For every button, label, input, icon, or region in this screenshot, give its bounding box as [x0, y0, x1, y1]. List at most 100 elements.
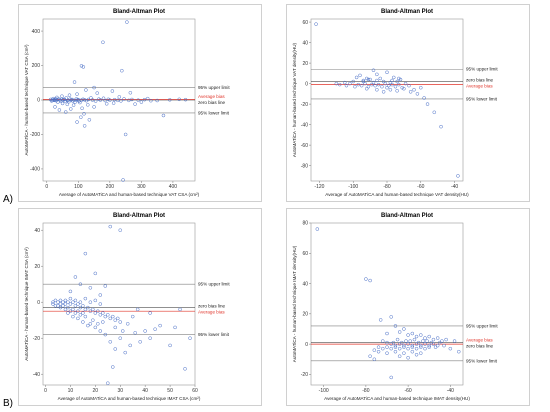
zero-line-label: zero bias line	[466, 77, 494, 82]
data-point	[373, 83, 377, 88]
data-point	[397, 82, 401, 87]
data-point	[419, 85, 423, 90]
data-point	[390, 78, 394, 83]
data-point	[375, 87, 379, 92]
y-tick-label: 0	[305, 342, 308, 348]
data-point	[88, 322, 93, 326]
data-point	[58, 98, 62, 102]
data-point	[456, 174, 460, 178]
data-point	[371, 68, 376, 73]
data-point	[378, 76, 382, 81]
data-point	[104, 102, 109, 106]
data-point	[63, 302, 68, 306]
data-point	[57, 108, 62, 112]
data-point	[385, 331, 389, 336]
x-tick-label: -60	[404, 388, 411, 394]
data-point	[66, 311, 70, 315]
data-point	[423, 336, 427, 340]
data-point	[136, 98, 140, 102]
data-point	[98, 329, 103, 333]
data-point	[423, 346, 427, 351]
data-point	[75, 98, 80, 102]
lower-line-label: 95% lower limit	[198, 110, 230, 115]
data-point	[392, 75, 396, 80]
data-point	[425, 339, 429, 343]
data-point	[406, 342, 410, 346]
data-point	[381, 90, 386, 94]
chart-panel-b-right: Bland-Altman Plot -100 -80 -60 -40 -20 0 20 40 60…	[286, 208, 530, 406]
data-point	[98, 302, 103, 306]
data-point	[130, 97, 134, 102]
data-point	[63, 110, 68, 114]
data-point	[431, 337, 436, 342]
data-point	[375, 72, 379, 77]
x-tick-label: 50	[167, 388, 173, 394]
data-point	[78, 282, 83, 286]
data-point	[78, 313, 83, 317]
data-point	[395, 79, 399, 84]
data-point	[123, 350, 127, 355]
data-point	[73, 275, 78, 279]
chart-panel-b-left: Bland-Altman Plot 0 10 20 30 40 50 60 -40 -20 0 20 4…	[18, 208, 262, 406]
data-point	[364, 277, 368, 281]
data-point	[385, 351, 389, 355]
x-tick-label: 40	[142, 388, 148, 394]
data-point	[381, 339, 385, 343]
data-point	[73, 311, 78, 315]
data-point	[125, 322, 130, 326]
data-point	[372, 357, 377, 362]
chart-title: Bland-Altman Plot	[381, 213, 433, 219]
data-point	[448, 346, 453, 351]
data-point	[404, 339, 408, 343]
data-point	[366, 84, 371, 89]
data-point	[73, 298, 78, 303]
data-point	[402, 351, 406, 355]
data-point	[79, 64, 84, 68]
data-point	[69, 107, 73, 111]
chart-title: Bland-Altman Plot	[113, 9, 165, 15]
data-point	[173, 325, 177, 330]
x-tick-label: -80	[383, 184, 390, 190]
data-point	[410, 331, 415, 336]
data-point	[92, 85, 96, 90]
data-point	[376, 82, 381, 87]
y-tick-label: -20	[301, 102, 308, 108]
upper-line-label: 95% upper limit	[198, 282, 230, 287]
data-point	[120, 329, 125, 333]
y-tick-label: 20	[302, 312, 308, 318]
data-point	[389, 375, 393, 380]
data-point	[53, 304, 58, 308]
y-tick-label: 20	[34, 264, 40, 270]
data-point	[101, 40, 105, 45]
data-point	[406, 355, 410, 360]
data-point	[133, 331, 137, 335]
data-point	[402, 343, 406, 348]
data-point	[410, 345, 415, 349]
data-point	[98, 313, 103, 317]
data-point	[71, 314, 75, 319]
x-tick-label: -120	[314, 184, 324, 190]
y-tick-label: 0	[37, 300, 40, 306]
data-point	[423, 342, 427, 346]
data-point	[128, 343, 132, 348]
x-tick-label: -100	[319, 388, 329, 394]
data-point	[376, 349, 381, 354]
data-point	[361, 79, 366, 84]
bias-line-label: Average bias	[466, 338, 493, 343]
data-point	[188, 336, 192, 340]
data-point	[419, 345, 423, 349]
data-point	[139, 100, 144, 104]
data-point	[111, 101, 116, 105]
data-point	[66, 305, 70, 310]
data-point	[81, 65, 86, 69]
data-point	[96, 309, 100, 313]
data-point	[106, 313, 110, 317]
data-point	[98, 293, 103, 297]
data-point	[408, 339, 412, 343]
data-point	[363, 81, 367, 86]
data-point	[406, 346, 410, 351]
data-point	[393, 343, 398, 348]
data-point	[83, 251, 88, 256]
data-point	[78, 300, 83, 304]
data-point	[65, 102, 70, 107]
